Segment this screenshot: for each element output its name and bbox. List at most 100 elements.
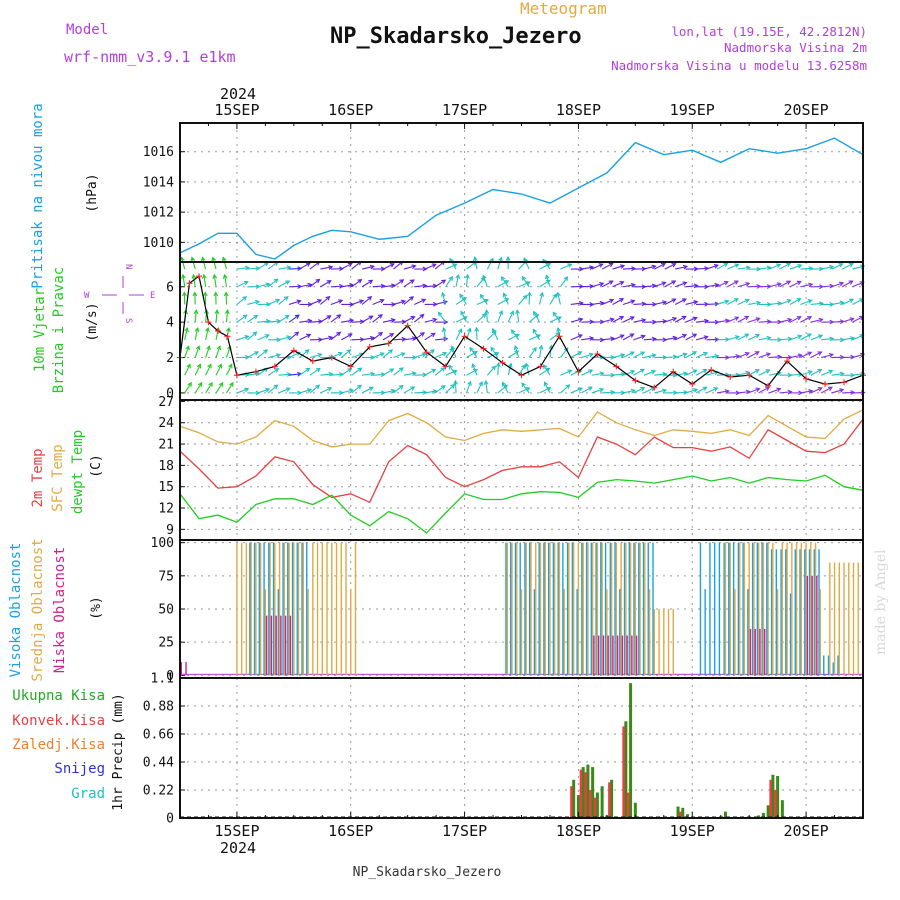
- convective-rain-bar: [769, 779, 772, 818]
- wind-arrow: [340, 368, 352, 376]
- wind-arrow: [716, 374, 729, 376]
- wind-arrow: [236, 314, 248, 323]
- wind-arrow-head: [692, 351, 698, 356]
- wind-arrow: [852, 334, 864, 341]
- wind-arrow: [362, 337, 375, 341]
- wind-arrow: [393, 300, 406, 305]
- wind-arrow: [299, 367, 310, 376]
- wind-arrow-head: [599, 387, 605, 393]
- wind-arrow-head: [182, 291, 187, 297]
- wind-arrow-head: [681, 315, 687, 321]
- wind-arrow-head: [483, 298, 490, 304]
- wind-arrow: [194, 327, 199, 340]
- wind-arrow-head: [242, 314, 248, 320]
- wind-arrow: [612, 281, 624, 288]
- wind-arrow-head: [194, 326, 200, 333]
- wind-arrow-head: [765, 369, 771, 374]
- wind-arrow: [445, 384, 455, 394]
- wind-arrow-head: [419, 313, 425, 319]
- wind-arrow: [737, 282, 750, 288]
- wind-arrow-head: [357, 367, 363, 373]
- wind-arrow-head: [563, 276, 569, 282]
- wind-arrow-head: [443, 336, 449, 342]
- wind-arrow-head: [546, 262, 552, 268]
- wind-arrow: [289, 267, 302, 270]
- wind-arrow-head: [325, 295, 331, 301]
- wind-arrow: [528, 292, 531, 305]
- wind-arrow-head: [206, 345, 211, 351]
- wind-arrow: [372, 373, 385, 376]
- wind-arrow: [654, 389, 667, 394]
- wind-arrow-head: [724, 389, 730, 394]
- wind-arrow: [591, 263, 603, 270]
- wind-arrow: [507, 311, 514, 323]
- wind-arrow: [748, 388, 760, 394]
- wind-arrow: [539, 387, 551, 394]
- wind-arrow-head: [348, 388, 355, 394]
- wind-arrow: [299, 262, 311, 270]
- wind-arrow-head: [429, 349, 435, 354]
- wind-arrow-head: [448, 275, 453, 281]
- wind-arrow: [821, 370, 833, 376]
- wind-arrow: [403, 372, 416, 376]
- wind-arrow-head: [786, 262, 792, 268]
- wind-arrow: [351, 367, 362, 376]
- wind-y-tick-label: 0: [166, 386, 174, 401]
- wind-arrow-head: [449, 347, 455, 353]
- wind-arrow-head: [755, 333, 761, 339]
- wind-arrow-head: [567, 263, 573, 268]
- wind-arrow-head: [328, 371, 334, 377]
- wind-arrow: [716, 281, 729, 288]
- wind-arrow-head: [193, 309, 199, 315]
- wind-arrow: [511, 329, 520, 341]
- wind-arrow: [247, 315, 258, 323]
- wind-arrow-head: [681, 298, 687, 303]
- wind-arrow-head: [368, 386, 374, 392]
- wind-panel-frame: [179, 261, 864, 401]
- wind-arrow: [320, 266, 333, 270]
- wind-arrow-head: [703, 351, 709, 357]
- wind-arrow: [842, 356, 855, 359]
- wind-arrow: [633, 368, 645, 376]
- wind-arrow-head: [651, 283, 657, 289]
- wind-arrow: [320, 280, 332, 288]
- wind-arrow-head: [808, 389, 814, 394]
- wind-arrow: [747, 351, 760, 359]
- pressure-panel-frame: [179, 122, 864, 263]
- wind-arrow: [674, 315, 686, 323]
- wind-arrow: [226, 382, 234, 394]
- wind-arrow-head: [471, 363, 476, 369]
- convective-rain-bar: [593, 797, 597, 818]
- wind-arrow-head: [538, 344, 544, 350]
- wind-arrow-head: [651, 336, 657, 342]
- wind-arrow-head: [514, 333, 520, 339]
- wind-arrow: [182, 274, 186, 287]
- wind-arrow-head: [244, 387, 250, 393]
- wind-arrow-head: [838, 263, 844, 268]
- wind-arrow: [486, 258, 494, 270]
- wind-arrow-head: [828, 352, 834, 358]
- wind-arrow-head: [630, 369, 636, 375]
- wind-arrow: [382, 333, 394, 341]
- wind-arrow-head: [380, 283, 386, 289]
- wind-arrow-head: [609, 317, 615, 323]
- wind-arrow: [748, 285, 761, 288]
- wind-arrow-head: [338, 299, 344, 304]
- wind-arrow: [236, 335, 249, 341]
- wind-arrow: [685, 285, 698, 288]
- wind-arrow: [695, 352, 708, 359]
- wind-arrow-head: [702, 369, 708, 374]
- wind-arrow-head: [306, 333, 312, 339]
- wind-arrow: [768, 263, 781, 270]
- wind-arrow: [612, 316, 624, 323]
- day-label-bottom: 18SEP: [556, 822, 601, 840]
- wind-arrow: [664, 263, 676, 270]
- wind-arrow-head: [693, 283, 699, 289]
- wind-arrow-head: [265, 387, 271, 393]
- wind-arrow-head: [513, 344, 519, 351]
- wind-arrow-head: [253, 351, 259, 356]
- convective-rain-bar: [627, 792, 630, 818]
- wind-arrow-head: [532, 346, 537, 352]
- wind-arrow: [476, 313, 487, 323]
